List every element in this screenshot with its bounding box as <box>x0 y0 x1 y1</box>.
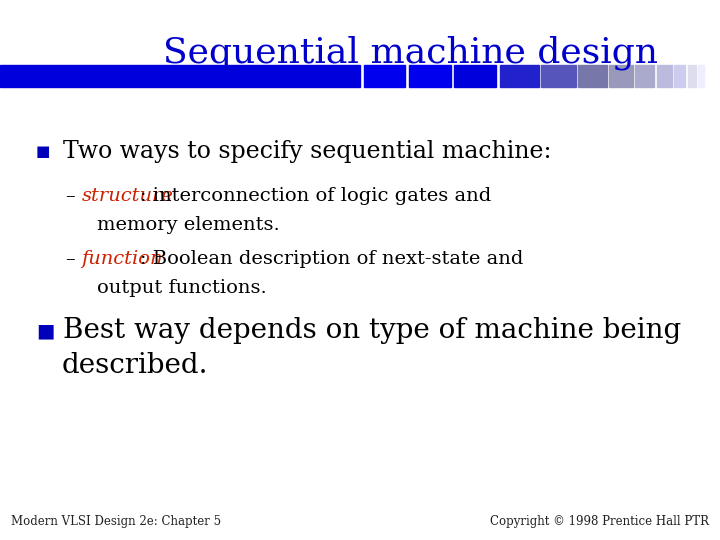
Text: described.: described. <box>61 352 207 379</box>
Text: ■: ■ <box>36 321 55 340</box>
Text: –: – <box>65 250 75 268</box>
Bar <box>454 65 496 87</box>
Text: Sequential machine design: Sequential machine design <box>163 35 658 70</box>
Text: Copyright © 1998 Prentice Hall PTR: Copyright © 1998 Prentice Hall PTR <box>490 515 709 528</box>
Text: structure: structure <box>81 187 174 205</box>
Text: ■: ■ <box>36 144 50 159</box>
Bar <box>541 65 576 87</box>
Bar <box>0 65 360 87</box>
Bar <box>609 65 633 87</box>
Text: –: – <box>65 187 75 205</box>
Bar <box>635 65 654 87</box>
Text: Two ways to specify sequential machine:: Two ways to specify sequential machine: <box>63 140 552 163</box>
Text: output functions.: output functions. <box>97 279 267 298</box>
Bar <box>409 65 451 87</box>
Text: memory elements.: memory elements. <box>97 216 280 234</box>
Text: Best way depends on type of machine being: Best way depends on type of machine bein… <box>63 317 682 344</box>
Bar <box>698 65 704 87</box>
Bar <box>688 65 696 87</box>
Bar <box>364 65 405 87</box>
Text: Modern VLSI Design 2e: Chapter 5: Modern VLSI Design 2e: Chapter 5 <box>11 515 221 528</box>
Bar <box>657 65 672 87</box>
Bar <box>500 65 539 87</box>
Text: : Boolean description of next-state and: : Boolean description of next-state and <box>140 250 523 268</box>
Text: function: function <box>81 250 163 268</box>
Text: : interconnection of logic gates and: : interconnection of logic gates and <box>140 187 492 205</box>
Bar <box>578 65 607 87</box>
Bar <box>674 65 685 87</box>
